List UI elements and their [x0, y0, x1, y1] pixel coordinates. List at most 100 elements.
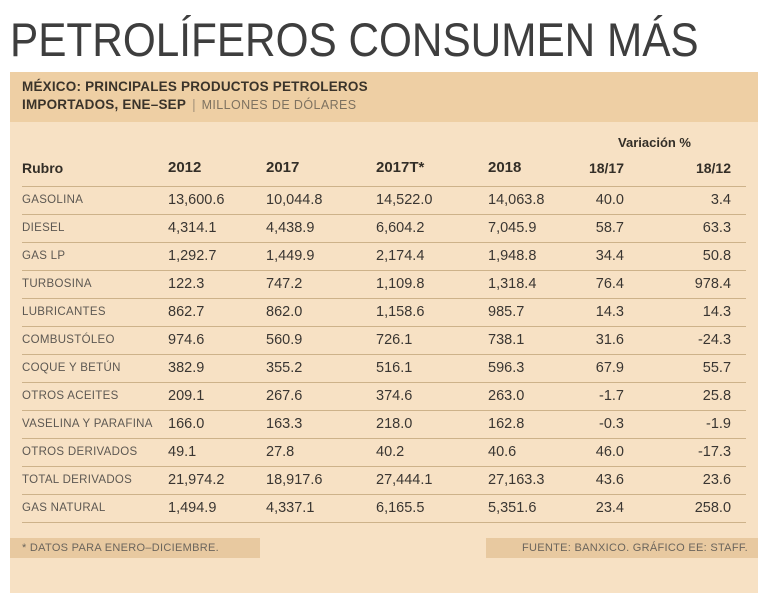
row-label: GASOLINA [22, 185, 168, 214]
value-2017: 862.0 [266, 297, 376, 326]
source-credit: FUENTE: BANXICO. GRÁFICO EE: STAFF. [486, 538, 758, 558]
table-row: VASELINA Y PARAFINA 166.0 163.3 218.0 162.8-… [22, 409, 747, 438]
value-2012: 4,314.1 [168, 213, 266, 242]
value-2018: 7,045.9 [488, 213, 578, 242]
value-18-12: 50.8 [624, 241, 747, 270]
value-2017t: 27,444.1 [376, 465, 488, 494]
value-2017t: 14,522.0 [376, 185, 488, 214]
value-18-17: 14.3 [578, 297, 624, 326]
value-2017t: 6,604.2 [376, 213, 488, 242]
value-18-12: 978.4 [624, 269, 747, 298]
value-2017: 355.2 [266, 353, 376, 382]
value-2018: 738.1 [488, 325, 578, 354]
value-2012: 862.7 [168, 297, 266, 326]
value-2017t: 516.1 [376, 353, 488, 382]
panel-header-line1: MÉXICO: PRINCIPALES PRODUCTOS PETROLEROS [22, 79, 368, 94]
value-2018: 263.0 [488, 381, 578, 410]
value-18-12: 258.0 [624, 493, 747, 523]
value-2017: 27.8 [266, 437, 376, 466]
row-label: GAS LP [22, 241, 168, 270]
value-2012: 122.3 [168, 269, 266, 298]
value-2018: 596.3 [488, 353, 578, 382]
column-header-row: Rubro 2012 2017 2017T* 2018 18/17 18/12 [22, 150, 746, 186]
value-18-17: 67.9 [578, 353, 624, 382]
value-2018: 40.6 [488, 437, 578, 466]
value-2018: 14,063.8 [488, 185, 578, 214]
value-2017t: 218.0 [376, 409, 488, 438]
value-2018: 985.7 [488, 297, 578, 326]
value-2017t: 40.2 [376, 437, 488, 466]
value-18-12: 23.6 [624, 465, 747, 494]
value-2018: 162.8 [488, 409, 578, 438]
value-18-17: 76.4 [578, 269, 624, 298]
value-2017: 1,449.9 [266, 241, 376, 270]
value-2017: 560.9 [266, 325, 376, 354]
value-18-17: 43.6 [578, 465, 624, 494]
table-row: GAS NATURAL 1,494.9 4,337.1 6,165.5 5,351.6 2… [22, 493, 747, 523]
variation-spacer [22, 130, 578, 150]
value-2017: 4,337.1 [266, 493, 376, 523]
row-label: LUBRICANTES [22, 297, 168, 326]
value-18-17: 40.0 [578, 185, 624, 214]
value-2017t: 2,174.4 [376, 241, 488, 270]
data-table: Variación % Rubro 2012 2017 2017T* 2018 … [22, 130, 747, 523]
table-row: GAS LP 1,292.7 1,449.9 2,174.4 1,948.8 34.4 50… [22, 241, 747, 270]
value-18-17: -1.7 [578, 381, 624, 410]
value-2012: 13,600.6 [168, 185, 266, 214]
value-18-12: -24.3 [624, 325, 747, 354]
row-label: TOTAL DERIVADOS [22, 465, 168, 494]
column-header-2012: 2012 [168, 159, 202, 177]
table-row: GASOLINA 13,600.6 10,044.8 14,522.0 14,063.8… [22, 185, 747, 214]
page-title: PETROLÍFEROS CONSUMEN MÁS [10, 13, 699, 66]
footnote: * DATOS PARA ENERO–DICIEMBRE. [10, 538, 260, 558]
column-header-18-12: 18/12 [695, 159, 732, 176]
value-2017: 10,044.8 [266, 185, 376, 214]
value-2018: 1,948.8 [488, 241, 578, 270]
value-18-17: 46.0 [578, 437, 624, 466]
column-header-rubro: Rubro [22, 159, 64, 176]
value-18-12: 55.7 [624, 353, 747, 382]
value-2017t: 726.1 [376, 325, 488, 354]
table-row: DIESEL 4,314.1 4,438.9 6,604.2 7,045.9 58.7 63… [22, 213, 747, 242]
value-2017: 4,438.9 [266, 213, 376, 242]
value-18-17: 34.4 [578, 241, 624, 270]
value-18-12: 63.3 [624, 213, 747, 242]
value-18-12: 14.3 [624, 297, 747, 326]
value-2017t: 1,158.6 [376, 297, 488, 326]
column-header-2017: 2017 [266, 159, 300, 177]
table-row: TURBOSINA 122.3 747.2 1,109.8 1,318.4 76.4 978… [22, 269, 747, 298]
value-2012: 209.1 [168, 381, 266, 410]
value-2012: 1,494.9 [168, 493, 266, 523]
value-18-17: -0.3 [578, 409, 624, 438]
column-header-18-17: 18/17 [588, 159, 624, 176]
row-label: VASELINA Y PARAFINA [22, 409, 168, 438]
row-label: GAS NATURAL [22, 493, 168, 523]
panel-header-line2: IMPORTADOS, ENE–SEP | MILLONES DE DÓLARES [22, 97, 746, 112]
table-row: TOTAL DERIVADOS 21,974.2 18,917.6 27,444.1 2… [22, 465, 747, 494]
value-18-12: -1.9 [624, 409, 747, 438]
panel-header: MÉXICO: PRINCIPALES PRODUCTOS PETROLEROS… [10, 72, 758, 122]
value-18-17: 23.4 [578, 493, 624, 523]
table-row: COQUE Y BETÚN 382.9 355.2 516.1 596.3 67.9 55.… [22, 353, 747, 382]
infographic-panel: MÉXICO: PRINCIPALES PRODUCTOS PETROLEROS… [10, 72, 758, 593]
panel-header-units: MILLONES DE DÓLARES [201, 98, 357, 112]
value-18-17: 58.7 [578, 213, 624, 242]
table-row: OTROS ACEITES 209.1 267.6 374.6 263.0 -1.7 25.… [22, 381, 747, 410]
value-18-12: 25.8 [624, 381, 747, 410]
value-2012: 974.6 [168, 325, 266, 354]
value-2012: 1,292.7 [168, 241, 266, 270]
value-2017: 267.6 [266, 381, 376, 410]
header-divider: | [192, 97, 196, 112]
variation-header-row: Variación % [22, 130, 746, 150]
value-2017t: 6,165.5 [376, 493, 488, 523]
value-2017: 163.3 [266, 409, 376, 438]
row-label: COQUE Y BETÚN [22, 353, 168, 382]
row-label: DIESEL [22, 213, 168, 242]
value-2012: 49.1 [168, 437, 266, 466]
table-row: COMBUSTÓLEO 974.6 560.9 726.1 738.1 31.6 -24.3 [22, 325, 747, 354]
variation-header: Variación % [618, 135, 691, 150]
value-2017t: 1,109.8 [376, 269, 488, 298]
value-2018: 27,163.3 [488, 465, 578, 494]
row-label: COMBUSTÓLEO [22, 325, 168, 354]
value-18-12: 3.4 [624, 185, 747, 214]
